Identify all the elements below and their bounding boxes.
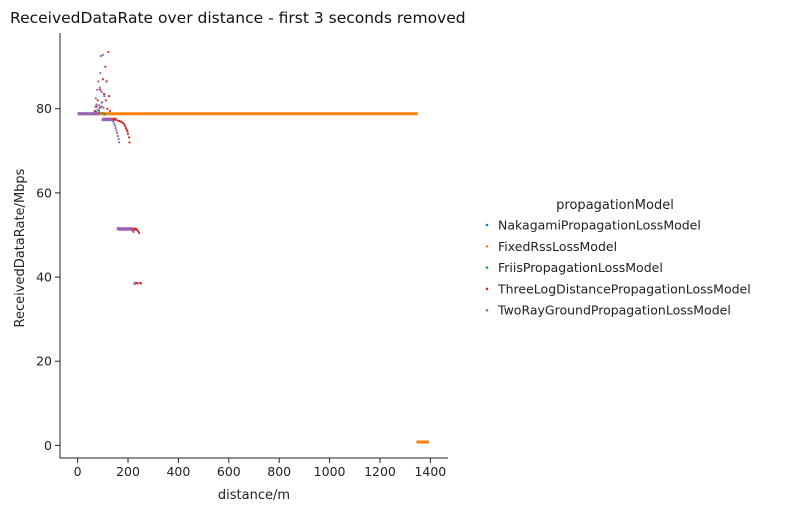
legend-label: NakagamiPropagationLossModel [498,218,701,233]
data-point [126,130,129,133]
data-point [113,124,117,127]
data-point [103,95,106,98]
data-point [98,106,101,110]
legend-marker [485,266,489,269]
data-point [227,112,230,115]
data-point [103,113,106,116]
y-tick-label: 20 [36,354,52,369]
data-point [105,80,108,83]
legend-label: TwoRayGroundPropagationLossModel [497,303,731,318]
x-tick-label: 0 [74,464,82,479]
data-point [108,95,111,98]
series-TwoRayGroundPropagationLossModel [77,53,137,285]
x-tick-label: 400 [166,464,190,479]
data-point [114,126,117,130]
data-point [117,137,120,141]
data-point [96,108,99,111]
data-point [102,92,106,96]
data-point [94,97,97,100]
data-point [140,282,143,285]
y-tick-label: 40 [36,270,52,285]
data-point [136,282,139,285]
series-ThreeLogDistancePropagationLossModel [94,50,143,285]
x-tick-label: 200 [116,464,140,479]
data-point [127,136,131,139]
data-point [101,53,104,56]
x-tick-label: 1000 [314,464,346,479]
legend-label: ThreeLogDistancePropagationLossModel [497,281,751,296]
data-point [101,78,104,81]
data-point [124,126,128,130]
data-point [125,128,128,131]
data-point [107,50,110,54]
data-point [106,107,109,110]
data-point [94,105,97,108]
data-point [123,124,127,128]
y-tick-label: 80 [36,101,52,116]
data-point [99,71,102,75]
data-point [100,90,103,94]
data-point [126,132,130,136]
x-tick-label: 1200 [364,464,396,479]
data-point [115,129,118,132]
x-axis-label: distance/m [218,488,290,503]
legend-label: FixedRssLossModel [498,239,617,254]
data-point [116,132,119,135]
data-point [111,120,115,123]
data-point [99,88,102,91]
data-point [116,134,120,138]
data-point [137,230,140,233]
x-tick-label: 600 [217,464,241,479]
legend-marker [485,308,489,312]
data-point [328,112,331,115]
data-point [102,106,105,110]
data-point [113,122,116,125]
series-FixedRssLossModel [77,112,430,444]
legend: propagationModel NakagamiPropagationLoss… [485,198,751,318]
legend-items: NakagamiPropagationLossModel FixedRssLoss… [485,218,751,318]
y-ticks: 0 20 40 60 80 [36,101,60,453]
y-tick-label: 0 [44,438,52,453]
legend-label: FriisPropagationLossModel [498,260,663,275]
data-point [108,109,111,112]
plot-area [77,50,430,444]
data-point [132,230,135,234]
data-point [99,55,102,58]
data-point [106,112,109,115]
data-point [95,103,98,106]
legend-marker [485,287,489,291]
y-tick-label: 60 [36,185,52,200]
data-point [128,141,131,144]
data-point [97,80,100,83]
y-axis-label: ReceivedDataRate/Mbps [13,168,28,327]
data-point [98,86,101,89]
x-tick-label: 800 [267,464,291,479]
chart-title: ReceivedDataRate over distance - first 3… [10,9,466,27]
data-point [123,123,126,126]
legend-title: propagationModel [556,198,674,213]
data-point [138,231,141,234]
data-point [96,99,99,102]
data-point [97,104,101,107]
data-point [92,111,96,114]
data-point [101,111,104,115]
x-tick-label: 1400 [414,464,446,479]
data-point [104,99,107,102]
x-ticks: 0 200 400 600 800 1000 1200 1400 [74,458,446,479]
data-point [118,141,121,144]
legend-marker [485,245,489,248]
legend-marker [485,223,489,227]
data-point [104,65,107,68]
data-point [101,101,104,104]
data-point [96,88,99,91]
data-point [100,105,103,108]
